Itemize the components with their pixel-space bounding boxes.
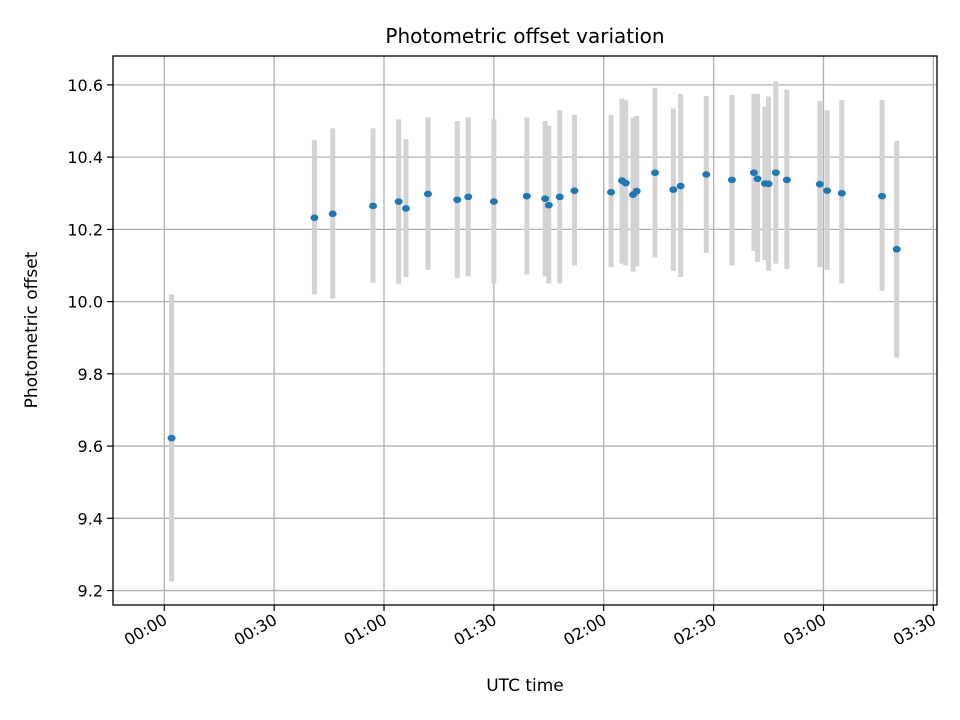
data-point xyxy=(669,186,678,193)
data-point xyxy=(541,195,550,202)
data-point xyxy=(310,214,319,222)
data-point xyxy=(394,198,403,205)
data-point xyxy=(632,187,641,195)
data-point xyxy=(570,187,579,195)
x-axis-label: UTC time xyxy=(486,676,564,696)
y-tick-label: 9.8 xyxy=(78,365,103,384)
data-point xyxy=(555,193,564,201)
data-point xyxy=(727,176,736,184)
y-tick-label: 9.4 xyxy=(78,509,103,528)
data-point xyxy=(544,201,553,209)
y-axis-ticks: 9.2 9.4 9.6 9.8 10.0 10.2 10.4 10.6 xyxy=(67,76,113,601)
data-point xyxy=(753,175,762,183)
x-tick-label: 02:30 xyxy=(670,610,719,650)
data-point xyxy=(328,210,337,218)
data-point xyxy=(749,169,758,176)
data-point xyxy=(823,187,832,195)
data-point xyxy=(782,176,791,184)
data-point xyxy=(522,192,531,200)
plot-frame xyxy=(112,55,938,606)
x-tick-label: 00:30 xyxy=(231,610,280,650)
y-tick-label: 10.2 xyxy=(67,220,103,239)
data-point xyxy=(167,434,176,442)
y-tick-label: 10.4 xyxy=(67,148,103,167)
data-point xyxy=(815,180,824,188)
data-point xyxy=(453,196,462,204)
chart-title: Photometric offset variation xyxy=(385,24,664,48)
data-point xyxy=(702,171,711,178)
x-tick-label: 02:00 xyxy=(560,610,609,650)
data-point xyxy=(892,245,901,253)
y-tick-label: 10.6 xyxy=(67,76,103,95)
data-point xyxy=(764,180,773,188)
data-point xyxy=(489,198,498,205)
data-point xyxy=(401,205,410,212)
x-tick-label: 00:00 xyxy=(121,610,170,650)
data-point xyxy=(621,179,630,187)
x-tick-label: 01:30 xyxy=(450,610,499,650)
data-point xyxy=(369,202,378,210)
data-point xyxy=(771,169,780,176)
data-point xyxy=(878,192,887,200)
y-tick-label: 10.0 xyxy=(67,293,103,312)
data-point xyxy=(651,169,660,176)
data-point xyxy=(676,182,685,190)
data-points xyxy=(167,169,901,442)
x-axis-ticks: 00:00 00:30 01:00 01:30 02:00 02:30 03:00 03:30 xyxy=(121,605,939,650)
data-point xyxy=(423,190,432,198)
x-tick-label: 03:30 xyxy=(890,610,939,650)
data-point xyxy=(607,188,616,196)
data-point xyxy=(464,193,473,201)
error-bars xyxy=(169,81,900,582)
data-point xyxy=(837,189,846,197)
x-tick-label: 01:00 xyxy=(341,610,390,650)
y-tick-label: 9.2 xyxy=(78,582,103,601)
x-tick-label: 03:00 xyxy=(780,610,829,650)
y-axis-label: Photometric offset xyxy=(22,251,42,408)
y-tick-label: 9.6 xyxy=(78,437,103,456)
